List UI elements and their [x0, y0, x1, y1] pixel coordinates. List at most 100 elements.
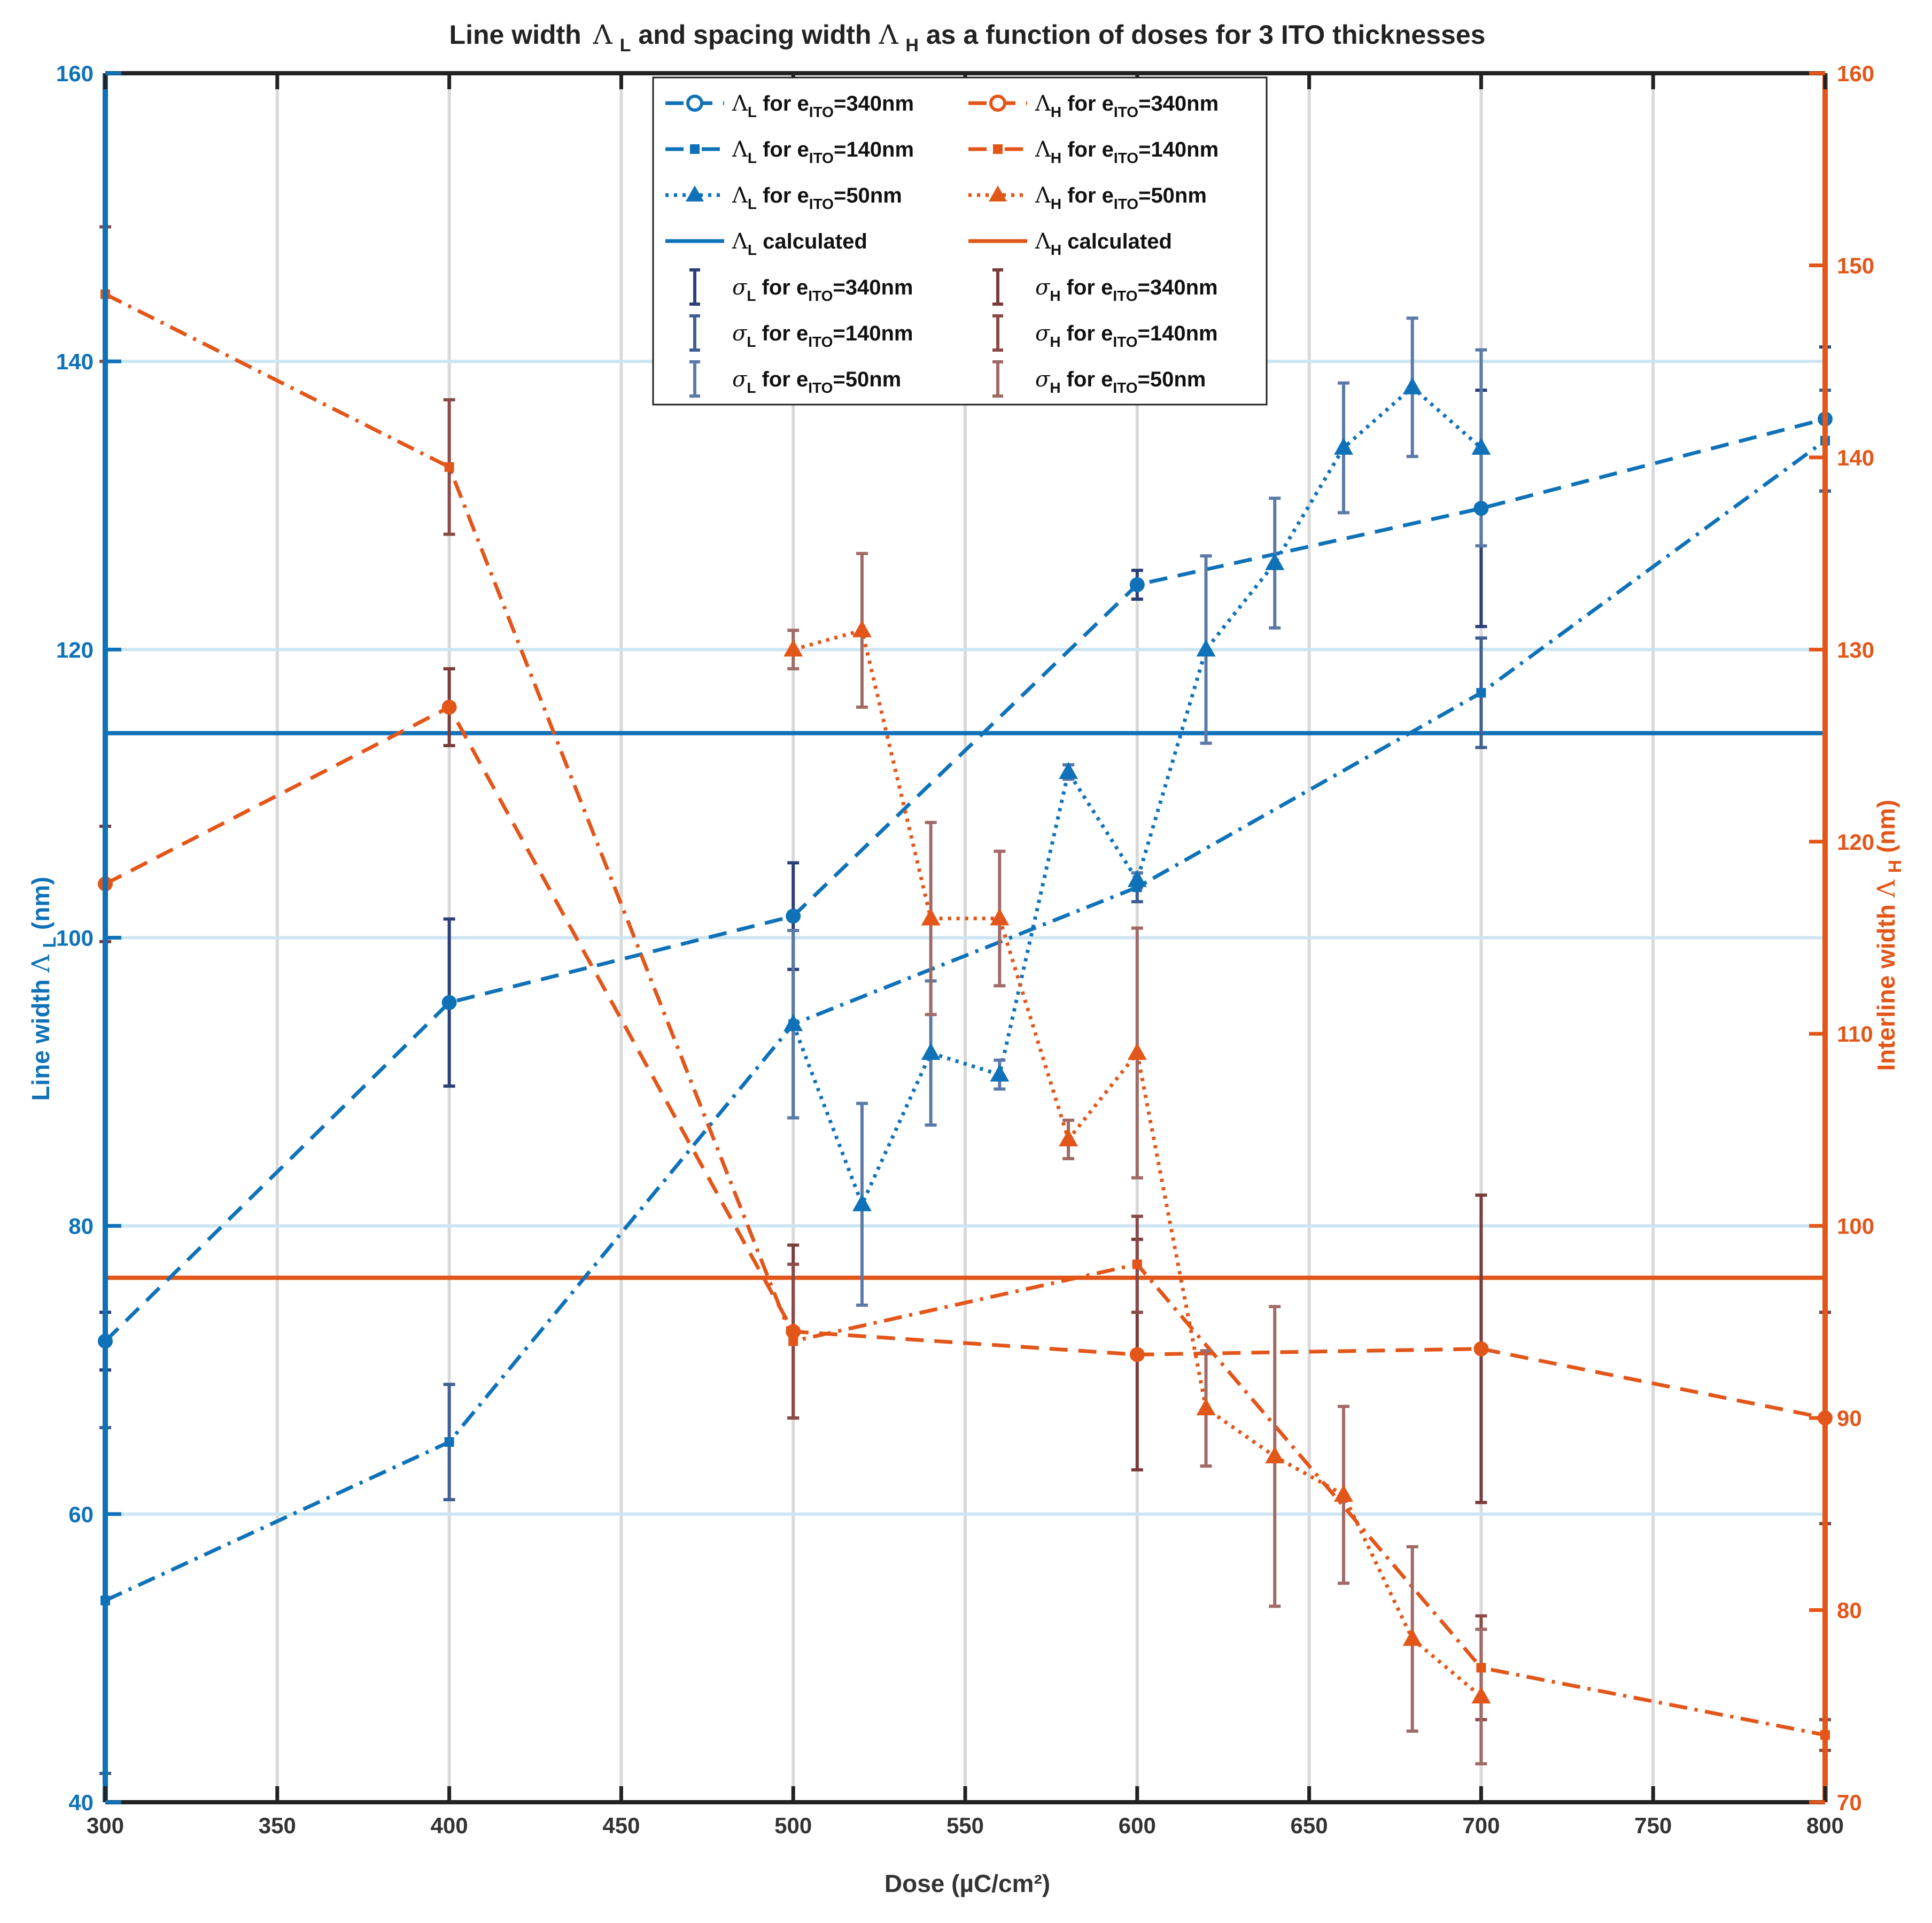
marker--h-for-eito-140nm-700	[1476, 1663, 1486, 1673]
x-tick-label-350: 350	[259, 1813, 296, 1838]
marker--h-for-eito-50nm-580	[1059, 1129, 1078, 1146]
series-line--l-for-eito-340nm	[104, 417, 1826, 1343]
legend-sample-3-marker	[690, 144, 700, 154]
legend-label--h50: ΛH for eITO=50nm	[1035, 183, 1207, 212]
marker--h-for-eito-140nm-600	[1132, 1259, 1142, 1269]
marker--l-for-eito-50nm-660	[1333, 437, 1353, 455]
legend-sample-5-marker	[686, 185, 704, 201]
marker--h-for-eito-340nm-400	[441, 700, 457, 715]
legend-label--h50: σH for eITO=50nm	[1035, 367, 1206, 396]
marker--h-for-eito-140nm-400	[444, 462, 454, 472]
series-line--l-for-eito-140nm	[104, 439, 1827, 1602]
legend-label--l50: ΛL for eITO=50nm	[732, 183, 902, 212]
calculated-lines	[105, 731, 1825, 1280]
legend-sample-1-marker	[686, 95, 703, 112]
y-axis-left-label: Line width Λ L (nm)	[26, 877, 61, 1100]
y-right-tick-label-110: 110	[1837, 1021, 1873, 1046]
legend-label--l340: σL for eITO=340nm	[732, 275, 913, 304]
legend: ΛL for eITO=340nm ΛH for eITO=340nm ΛL for…	[652, 76, 1268, 406]
legend-label--h340: ΛH for eITO=340nm	[1035, 91, 1219, 120]
legend-texts: ΛL for eITO=340nm ΛH for eITO=340nm ΛL for…	[732, 91, 1219, 396]
marker--l-for-eito-340nm-500	[786, 909, 801, 924]
x-tick-label-750: 750	[1634, 1813, 1672, 1838]
marker--l-for-eito-50nm-620	[1196, 639, 1216, 657]
marker--l-for-eito-140nm-700	[1476, 688, 1486, 698]
y-left-tick-label-60: 60	[68, 1502, 94, 1527]
legend-sample-4-marker	[993, 144, 1003, 154]
legend-label--l140: ΛL for eITO=140nm	[732, 137, 914, 166]
marker--l-for-eito-50nm-560	[990, 1064, 1010, 1082]
legend-label--h140: σH for eITO=140nm	[1035, 321, 1218, 350]
y-right-tick-label-140: 140	[1837, 445, 1874, 470]
series-line--l-for-eito-50nm	[791, 385, 1483, 1209]
marker--l-for-eito-50nm-680	[1402, 377, 1422, 394]
marker--h-for-eito-50nm-540	[921, 908, 941, 926]
x-tick-label-500: 500	[774, 1813, 812, 1838]
legend-label--h340: σH for eITO=340nm	[1035, 275, 1218, 304]
legend-label--l140: σL for eITO=140nm	[732, 321, 913, 350]
marker--h-for-eito-50nm-520	[852, 620, 872, 638]
legend-label--hcalc: ΛH calculated	[1035, 229, 1172, 258]
y-right-tick-label-160: 160	[1837, 61, 1874, 86]
marker--h-for-eito-50nm-700	[1471, 1686, 1491, 1704]
x-tick-label-700: 700	[1462, 1813, 1500, 1838]
x-tick-label-650: 650	[1291, 1813, 1328, 1838]
y-right-tick-label-100: 100	[1837, 1214, 1874, 1239]
series-line--h-for-eito-140nm	[104, 292, 1826, 1737]
y-right-tick-label-90: 90	[1837, 1406, 1862, 1431]
y-right-tick-label-150: 150	[1837, 253, 1874, 278]
legend-box	[652, 76, 1268, 406]
axes	[103, 71, 1828, 1804]
marker--l-for-eito-340nm-600	[1129, 577, 1145, 593]
data-markers	[98, 289, 1833, 1740]
x-tick-label-450: 450	[602, 1813, 640, 1838]
x-tick-label-550: 550	[946, 1813, 984, 1838]
marker--h-for-eito-140nm-500	[788, 1336, 798, 1346]
marker--l-for-eito-50nm-580	[1059, 762, 1078, 779]
marker--h-for-eito-340nm-600	[1129, 1347, 1145, 1362]
x-tick-label-300: 300	[87, 1813, 124, 1838]
marker--l-for-eito-50nm-540	[921, 1043, 941, 1060]
marker--l-for-eito-50nm-500	[783, 1014, 803, 1032]
legend-label--l340: ΛL for eITO=340nm	[732, 91, 914, 120]
legend-samples	[665, 95, 1027, 398]
marker--h-for-eito-50nm-680	[1402, 1629, 1422, 1646]
marker--l-for-eito-50nm-640	[1265, 553, 1285, 570]
marker--l-for-eito-50nm-700	[1471, 437, 1491, 455]
marker--h-for-eito-340nm-500	[786, 1324, 801, 1339]
y-left-tick-label-80: 80	[68, 1214, 94, 1239]
marker--h-for-eito-50nm-500	[783, 639, 803, 657]
legend-label--l50: σL for eITO=50nm	[732, 367, 901, 396]
marker--h-for-eito-50nm-600	[1127, 1043, 1147, 1060]
marker--l-for-eito-50nm-600	[1127, 870, 1147, 887]
y-left-tick-label-160: 160	[56, 61, 94, 86]
chart-title: Line width Λ L and spacing width Λ H as …	[449, 19, 1486, 57]
marker--h-for-eito-50nm-640	[1265, 1446, 1285, 1463]
y-left-tick-label-100: 100	[56, 926, 94, 951]
marker--h-for-eito-50nm-560	[990, 908, 1010, 926]
marker--l-for-eito-340nm-700	[1473, 501, 1489, 516]
y-right-tick-label-130: 130	[1837, 637, 1874, 662]
x-tick-label-600: 600	[1119, 1813, 1156, 1838]
marker--h-for-eito-340nm-700	[1473, 1341, 1489, 1356]
marker--l-for-eito-140nm-400	[444, 1437, 454, 1447]
marker--l-for-eito-340nm-400	[441, 995, 457, 1010]
y-axis-right-label: Interline width Λ H (nm)	[1872, 800, 1906, 1071]
tick-labels: 300 350 400 450 500 550 600 650 700 750 800 40 60 80 1…	[56, 61, 1874, 1838]
legend-label--lcalc: ΛL calculated	[732, 229, 867, 258]
marker--h-for-eito-50nm-660	[1333, 1484, 1353, 1502]
y-left-tick-label-120: 120	[56, 637, 94, 662]
marker--h-for-eito-50nm-620	[1196, 1398, 1216, 1416]
y-left-tick-label-40: 40	[68, 1790, 94, 1815]
x-tick-label-400: 400	[431, 1813, 468, 1838]
x-tick-label-800: 800	[1806, 1813, 1844, 1838]
legend-sample-2-marker	[989, 95, 1006, 112]
legend-sample-6-marker	[989, 185, 1007, 201]
y-right-tick-label-120: 120	[1837, 829, 1874, 855]
y-left-tick-label-140: 140	[56, 349, 94, 374]
x-axis-label: Dose (µC/cm²)	[884, 1870, 1050, 1897]
legend-label--h140: ΛH for eITO=140nm	[1035, 137, 1219, 166]
marker--l-for-eito-50nm-520	[852, 1194, 872, 1212]
y-right-tick-label-80: 80	[1837, 1598, 1862, 1623]
